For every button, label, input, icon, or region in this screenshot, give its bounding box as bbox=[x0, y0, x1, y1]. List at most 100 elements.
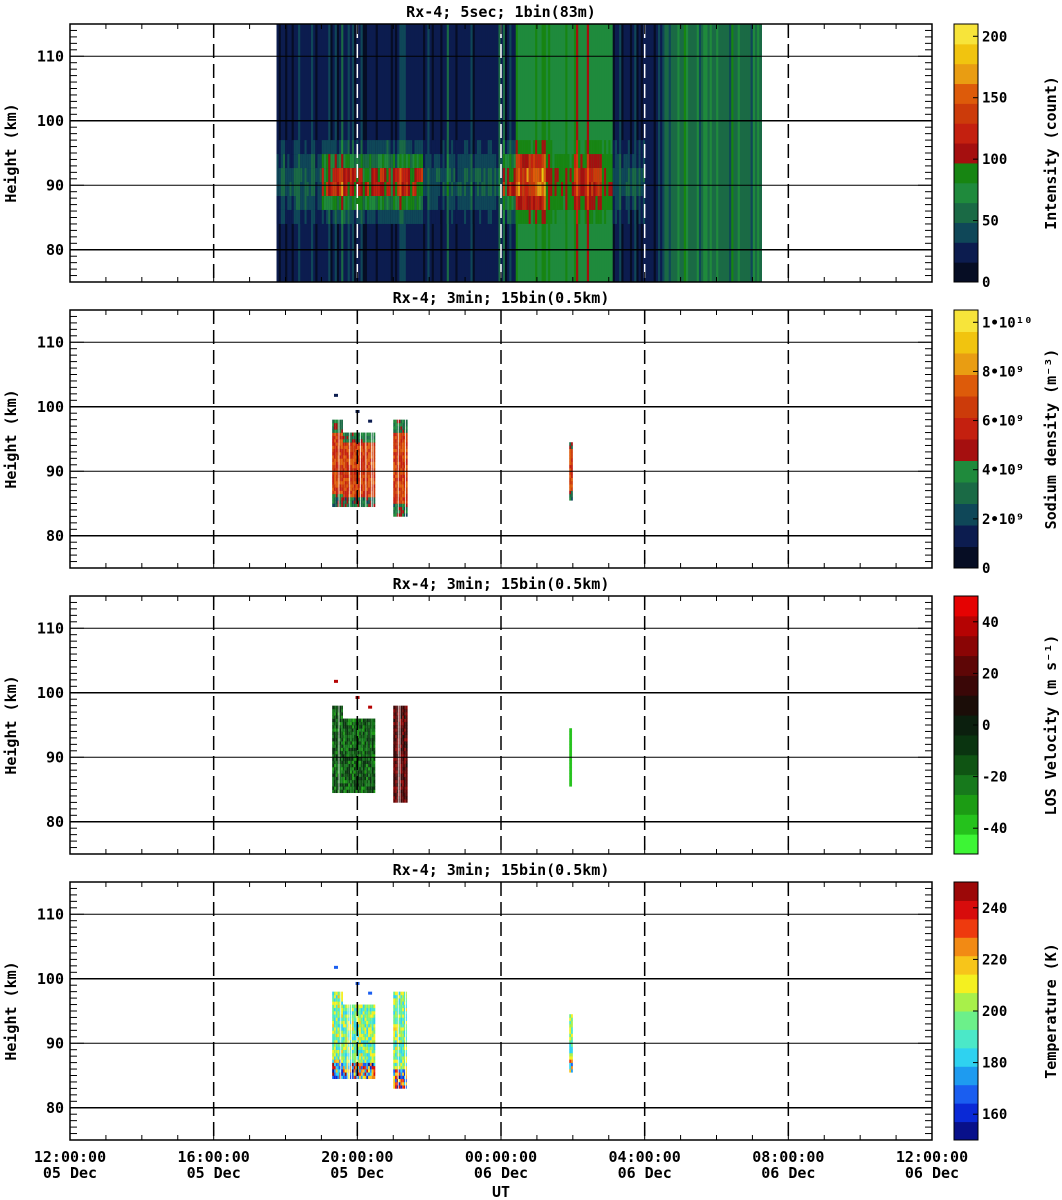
data-cell bbox=[369, 721, 372, 726]
data-cell bbox=[396, 468, 398, 472]
data-cell bbox=[368, 484, 370, 488]
data-cell bbox=[357, 776, 360, 781]
data-cell bbox=[337, 490, 339, 495]
data-cell bbox=[346, 731, 349, 735]
data-cell bbox=[337, 737, 339, 742]
data-cell bbox=[402, 734, 405, 739]
data-cell bbox=[337, 432, 339, 437]
intensity-layer-cell bbox=[444, 196, 448, 210]
data-cell bbox=[369, 1020, 372, 1025]
data-cell bbox=[364, 754, 367, 758]
intensity-layer-cell bbox=[511, 168, 515, 183]
intensity-layer-cell bbox=[431, 209, 435, 224]
data-cell bbox=[362, 754, 365, 758]
data-cell bbox=[360, 747, 363, 752]
data-cell bbox=[395, 429, 397, 433]
data-cell bbox=[396, 490, 398, 495]
data-cell bbox=[342, 445, 345, 449]
intensity-layer-cell bbox=[345, 196, 349, 210]
data-cell bbox=[350, 741, 352, 745]
data-cell bbox=[393, 789, 396, 794]
data-cell bbox=[402, 994, 405, 999]
data-cell bbox=[402, 705, 405, 710]
intensity-layer-cell bbox=[494, 209, 497, 224]
data-cell bbox=[400, 1004, 403, 1009]
data-cell bbox=[368, 435, 370, 440]
data-cell bbox=[393, 451, 396, 456]
data-cell bbox=[332, 744, 334, 748]
data-cell bbox=[351, 731, 354, 735]
intensity-layer-cell bbox=[341, 209, 344, 224]
data-cell bbox=[368, 754, 370, 758]
data-cell bbox=[342, 1069, 345, 1073]
intensity-layer-cell bbox=[498, 182, 502, 196]
intensity-layer-cell bbox=[330, 168, 334, 183]
data-cell bbox=[569, 1030, 572, 1034]
intensity-layer-cell bbox=[629, 140, 633, 155]
data-cell bbox=[353, 763, 356, 768]
data-cell bbox=[341, 503, 343, 508]
intensity-layer-cell bbox=[507, 154, 510, 169]
data-cell bbox=[393, 1069, 396, 1073]
data-cell bbox=[342, 1007, 345, 1012]
data-cell bbox=[355, 1075, 357, 1080]
colorbar-segment bbox=[954, 1029, 978, 1049]
intensity-layer-cell bbox=[351, 168, 355, 183]
data-cell bbox=[371, 1069, 374, 1073]
data-cell bbox=[332, 445, 334, 449]
data-cell bbox=[362, 458, 365, 462]
intensity-layer-cell bbox=[351, 209, 355, 224]
intensity-layer-cell bbox=[586, 140, 590, 155]
intensity-layer-cell bbox=[423, 196, 426, 210]
data-cell bbox=[398, 1072, 401, 1076]
data-cell bbox=[393, 464, 396, 469]
colorbar-tick-label: -20 bbox=[982, 770, 1007, 786]
data-cell bbox=[353, 448, 356, 453]
intensity-layer-cell bbox=[323, 168, 327, 183]
data-cell bbox=[571, 763, 573, 768]
data-cell bbox=[342, 1017, 345, 1021]
data-cell bbox=[371, 455, 373, 459]
intensity-layer-cell bbox=[507, 140, 510, 155]
data-cell bbox=[393, 991, 396, 996]
data-cell bbox=[571, 448, 573, 453]
data-cell bbox=[405, 442, 408, 446]
data-cell bbox=[371, 464, 373, 469]
intensity-layer-cell bbox=[377, 168, 381, 183]
data-cell bbox=[353, 1049, 356, 1054]
data-cell bbox=[337, 442, 339, 446]
data-cell bbox=[339, 1036, 341, 1041]
data-cell bbox=[369, 779, 372, 784]
intensity-layer-cell bbox=[627, 140, 631, 155]
isolated-point bbox=[333, 679, 338, 683]
intensity-layer-cell bbox=[328, 182, 331, 196]
intensity-layer-cell bbox=[608, 196, 612, 210]
intensity-layer-cell bbox=[614, 196, 618, 210]
intensity-strip bbox=[742, 24, 745, 282]
intensity-layer-cell bbox=[530, 140, 534, 155]
intensity-layer-cell bbox=[593, 168, 597, 183]
data-cell bbox=[396, 776, 398, 781]
data-cell bbox=[360, 1036, 363, 1041]
intensity-layer-cell bbox=[500, 182, 504, 196]
data-cell bbox=[398, 1062, 401, 1067]
intensity-layer-cell bbox=[627, 209, 631, 224]
data-cell bbox=[332, 731, 334, 735]
intensity-layer-cell bbox=[578, 154, 581, 169]
data-cell bbox=[402, 455, 405, 459]
x-tick-label-time: 12:00:00 bbox=[34, 1148, 106, 1166]
intensity-layer-cell bbox=[414, 209, 418, 224]
intensity-layer-cell bbox=[349, 154, 353, 169]
data-cell bbox=[357, 763, 360, 768]
intensity-layer-cell bbox=[636, 182, 640, 196]
data-cell bbox=[351, 789, 354, 794]
data-cell bbox=[335, 991, 338, 996]
data-cell bbox=[569, 779, 572, 784]
data-cell bbox=[353, 474, 356, 478]
intensity-layer-cell bbox=[332, 182, 336, 196]
intensity-layer-cell bbox=[388, 168, 392, 183]
colorbar-segment bbox=[954, 460, 978, 483]
intensity-layer-cell bbox=[578, 209, 581, 224]
data-cell bbox=[353, 789, 356, 794]
intensity-layer-cell bbox=[563, 209, 566, 224]
